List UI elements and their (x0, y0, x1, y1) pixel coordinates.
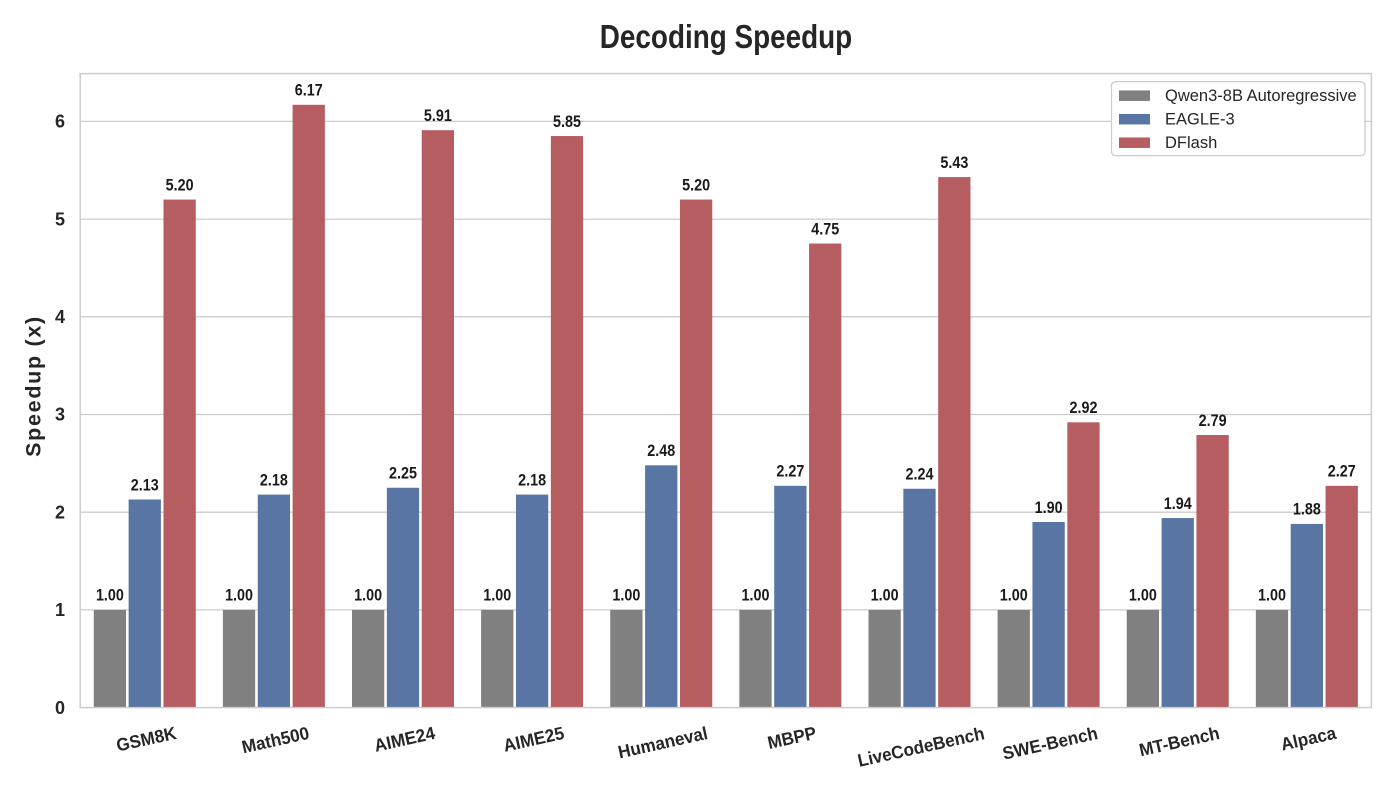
svg-text:EAGLE-3: EAGLE-3 (1165, 111, 1235, 129)
svg-text:5.85: 5.85 (553, 113, 581, 131)
svg-text:3: 3 (55, 405, 65, 425)
svg-text:5.20: 5.20 (682, 176, 710, 194)
svg-text:1.90: 1.90 (1035, 499, 1063, 517)
svg-text:Decoding Speedup: Decoding Speedup (600, 19, 852, 56)
svg-text:2.13: 2.13 (131, 476, 159, 494)
svg-text:0: 0 (55, 698, 65, 718)
svg-text:5.20: 5.20 (166, 176, 194, 194)
svg-text:4: 4 (55, 307, 65, 327)
svg-text:1.00: 1.00 (1000, 587, 1028, 605)
svg-text:6.17: 6.17 (295, 82, 323, 100)
svg-text:5: 5 (55, 209, 65, 229)
svg-text:2.24: 2.24 (906, 466, 934, 484)
svg-text:1.00: 1.00 (1258, 587, 1286, 605)
svg-text:1.00: 1.00 (225, 587, 253, 605)
svg-text:1.88: 1.88 (1293, 501, 1321, 519)
svg-text:1.00: 1.00 (871, 587, 899, 605)
svg-text:2.79: 2.79 (1199, 412, 1227, 430)
svg-text:6: 6 (55, 112, 65, 132)
svg-text:1.00: 1.00 (1129, 587, 1157, 605)
svg-text:5.91: 5.91 (424, 107, 452, 125)
svg-text:2.48: 2.48 (647, 442, 675, 460)
svg-text:2.25: 2.25 (389, 465, 417, 483)
svg-text:1.00: 1.00 (742, 587, 770, 605)
svg-text:Speedup (x): Speedup (x) (21, 315, 45, 457)
svg-text:1.00: 1.00 (96, 587, 124, 605)
svg-text:5.43: 5.43 (940, 154, 968, 172)
svg-text:Qwen3-8B Autoregressive: Qwen3-8B Autoregressive (1165, 87, 1357, 105)
svg-text:2.18: 2.18 (260, 472, 288, 490)
svg-text:1.00: 1.00 (354, 587, 382, 605)
svg-text:2.27: 2.27 (1328, 463, 1356, 481)
svg-text:4.75: 4.75 (811, 220, 839, 238)
svg-text:1.00: 1.00 (612, 587, 640, 605)
svg-text:1.94: 1.94 (1164, 495, 1192, 513)
svg-text:2: 2 (55, 502, 65, 522)
svg-text:2.18: 2.18 (518, 472, 546, 490)
svg-text:DFlash: DFlash (1165, 134, 1217, 152)
svg-text:2.92: 2.92 (1070, 399, 1098, 417)
svg-text:1: 1 (55, 600, 65, 620)
svg-text:1.00: 1.00 (483, 587, 511, 605)
svg-text:2.27: 2.27 (776, 463, 804, 481)
